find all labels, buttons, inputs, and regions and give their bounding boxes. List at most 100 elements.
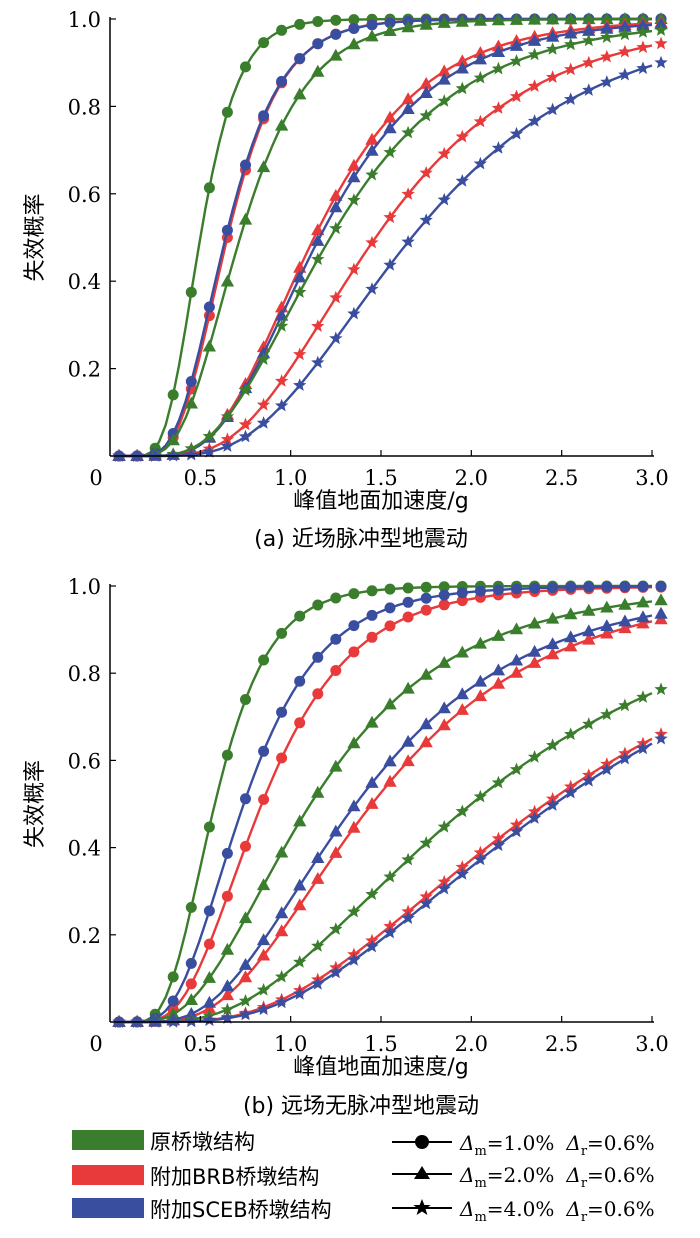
data-point (329, 189, 343, 201)
data-point (636, 610, 650, 623)
data-point (347, 736, 361, 749)
legend-label-sceb: 附加SCEB桥墩结构 (150, 1198, 332, 1222)
data-point (293, 814, 307, 827)
data-point (293, 378, 307, 391)
data-point (185, 376, 197, 387)
data-point (455, 645, 469, 658)
data-point (220, 1011, 235, 1024)
data-point (419, 86, 433, 98)
data-point (527, 656, 542, 668)
data-point (401, 235, 415, 248)
data-point (311, 252, 325, 265)
data-point (202, 995, 216, 1008)
data-point (420, 581, 432, 593)
data-point (311, 872, 325, 884)
series-line (119, 600, 653, 1024)
data-point (618, 751, 632, 765)
data-point (220, 942, 235, 955)
data-point (491, 663, 506, 676)
data-point (601, 581, 613, 593)
data-point (365, 235, 379, 249)
data-point (437, 146, 451, 160)
legend-limit-1: Δm=1.0% Δr=0.6% (392, 1131, 655, 1159)
data-point (582, 624, 596, 637)
data-point (582, 12, 596, 25)
data-point (348, 646, 360, 658)
data-point (365, 167, 379, 181)
data-point (600, 762, 614, 776)
data-point (312, 38, 324, 50)
data-point (529, 582, 541, 594)
series-brb-star (112, 36, 668, 462)
data-point (220, 979, 235, 992)
x-tick-label: 2.0 (455, 466, 488, 490)
data-point (366, 631, 378, 643)
data-point (527, 79, 542, 92)
data-point (509, 824, 524, 838)
data-point (546, 611, 560, 624)
y-axis-label: 失效概率 (23, 760, 48, 848)
axes: 0 0.5 1.0 1.5 2.0 2.5 3.0 0.2 0.4 0.6 0.8 1.0 (68, 8, 669, 490)
data-point (419, 889, 433, 903)
data-point (329, 200, 343, 213)
x-tick-label: 0 (89, 466, 102, 490)
data-point (582, 632, 596, 645)
data-point (294, 675, 306, 687)
data-point (402, 596, 414, 608)
data-point (311, 234, 325, 246)
data-point (473, 52, 487, 65)
legend-label-original: 原桥墩结构 (150, 1130, 255, 1154)
data-point (654, 593, 668, 606)
chart-caption: (b) 远场无脉冲型地震动 (243, 1094, 479, 1119)
series-line (119, 614, 653, 1024)
legend-item-sceb: 附加SCEB桥墩结构 (72, 1198, 332, 1222)
data-point (419, 717, 433, 730)
data-point (202, 339, 216, 352)
data-point (509, 653, 524, 666)
series-line (119, 17, 652, 458)
data-point (365, 887, 379, 900)
data-point (437, 64, 451, 77)
x-tick-label: 0.5 (184, 466, 217, 490)
data-point (184, 396, 198, 409)
data-point (546, 42, 560, 55)
data-point (527, 750, 542, 763)
data-point (238, 429, 253, 443)
data-point (491, 775, 506, 789)
data-point (311, 64, 325, 77)
data-point (275, 845, 289, 858)
data-point (401, 187, 415, 200)
data-point (329, 846, 343, 858)
data-point (509, 89, 524, 103)
data-point (547, 582, 559, 594)
data-point (184, 993, 198, 1005)
data-point (167, 995, 179, 1007)
data-point (221, 224, 233, 236)
data-point (311, 785, 325, 798)
data-point (258, 745, 270, 757)
data-point (185, 286, 197, 298)
data-point (546, 637, 560, 650)
series-brb-circle (113, 581, 667, 1028)
data-point (240, 694, 251, 705)
data-point (419, 667, 433, 680)
series-sceb-star (112, 55, 668, 462)
data-point (347, 799, 361, 812)
legend-item-brb: 附加BRB桥墩结构 (72, 1165, 319, 1189)
series-sceb-circle (113, 13, 667, 462)
data-point (564, 630, 578, 643)
data-point (527, 12, 542, 25)
data-point (491, 13, 506, 26)
data-point (491, 831, 506, 845)
data-point (473, 689, 487, 702)
data-point (329, 290, 343, 304)
data-point (166, 448, 180, 462)
data-point (294, 18, 306, 30)
x-tick-label: 3.0 (635, 1032, 668, 1056)
data-point (238, 383, 253, 396)
data-point (473, 156, 487, 170)
data-point (185, 901, 197, 913)
data-point (329, 331, 343, 345)
data-point (654, 682, 668, 696)
